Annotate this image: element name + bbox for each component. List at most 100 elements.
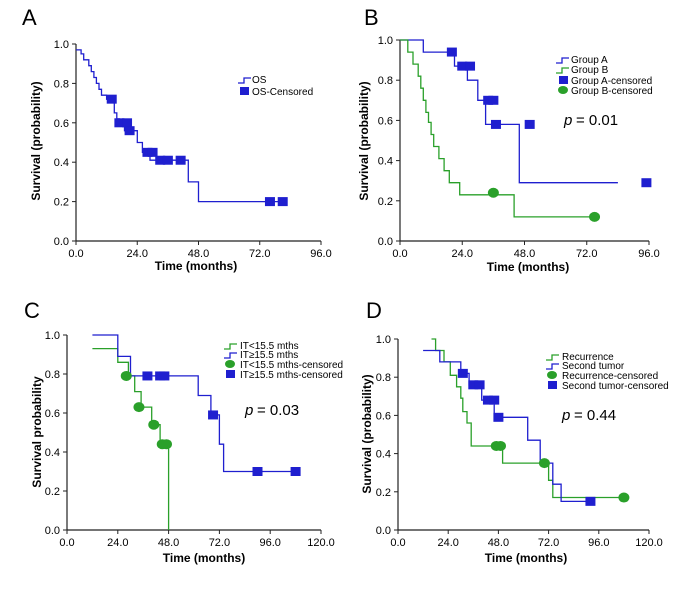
legend-marker-second-tumor-censored: [548, 381, 557, 389]
legend-line-recurrence: [546, 354, 559, 361]
legend-line-group-b: [556, 67, 569, 74]
x-tick-label: 24.0: [107, 537, 128, 549]
censored-marker: [133, 402, 145, 413]
x-tick-label: 48.0: [514, 248, 535, 260]
y-tick-label: 0.8: [376, 372, 391, 384]
censored-marker: [494, 440, 506, 451]
panel-d: D 0.0 24.0 48.0 72.0 96.0 120.00.00.20.40.60.…: [360, 298, 669, 565]
legend-marker-os-censored: [240, 87, 249, 95]
y-tick-label: 0.0: [378, 236, 393, 248]
panel-b-plot: [400, 39, 618, 218]
censored-marker: [120, 370, 132, 381]
censored-marker: [160, 439, 172, 450]
panel-b-p-value: p = 0.01: [563, 112, 618, 129]
censored-marker: [641, 178, 652, 188]
censored-marker: [538, 458, 550, 469]
panel-c-y-axis-title: Survival probability: [30, 376, 44, 488]
panel-c-ticks: 0.0 24.0 48.0 72.0 96.0 120.0 0.0 0.2 0.4 0.6 0.8 1…: [45, 330, 335, 549]
censored-marker: [106, 94, 117, 104]
panel-c-series-2-line: [92, 334, 296, 473]
x-tick-label: 0.0: [390, 537, 405, 549]
y-tick-label: 0.6: [378, 115, 393, 127]
panel-c-x-axis-title: Time (months): [163, 551, 245, 565]
legend-line-os: [238, 77, 251, 84]
panel-a-series-1-line: [76, 49, 286, 203]
censored-marker: [148, 419, 160, 430]
censored-marker: [585, 496, 596, 506]
censored-marker: [208, 410, 219, 420]
censored-marker: [474, 380, 485, 390]
legend-line-group-a: [556, 57, 569, 64]
y-tick-label: 0.6: [376, 410, 391, 422]
x-tick-label: 72.0: [576, 248, 597, 260]
x-tick-label: 48.0: [158, 537, 179, 549]
y-tick-label: 0.6: [54, 118, 69, 130]
legend-label-recurrence: Recurrence: [562, 352, 614, 363]
y-tick-label: 0.0: [376, 525, 391, 537]
x-tick-label: 72.0: [249, 248, 270, 260]
y-tick-label: 0.8: [378, 75, 393, 87]
x-tick-label: 48.0: [488, 537, 509, 549]
censored-marker: [483, 95, 494, 105]
y-tick-label: 0.2: [378, 196, 393, 208]
censored-marker: [162, 155, 173, 165]
panel-b-series-2-line: [400, 39, 595, 218]
panel-a-marks: [106, 94, 288, 207]
legend-label-it-short: IT<15.5 mths: [240, 341, 299, 352]
x-tick-label: 24.0: [127, 248, 148, 260]
legend-label-it-long: IT≥15.5 mths: [240, 350, 298, 361]
panel-d-p-value-text: = 0.44: [574, 407, 616, 424]
panel-d-y-axis-title: Survival (probability): [360, 374, 374, 493]
panel-b-series-1-line: [400, 39, 618, 184]
legend-label-group-a: Group A: [571, 55, 608, 66]
panel-b-y-axis-title: Survival (probability): [357, 81, 371, 200]
y-tick-label: 0.2: [54, 197, 69, 209]
x-tick-label: 96.0: [259, 537, 280, 549]
legend-line-it-long: [224, 352, 237, 359]
legend-marker-it-short-censored: [225, 360, 235, 368]
panel-b-marks: [446, 47, 652, 222]
panel-b-p-label: p: [563, 112, 572, 129]
y-tick-label: 0.2: [376, 487, 391, 499]
y-tick-label: 0.4: [376, 449, 391, 461]
censored-marker: [457, 61, 468, 71]
censored-marker: [124, 126, 135, 136]
censored-marker: [487, 187, 499, 198]
censored-marker: [155, 155, 166, 165]
x-tick-label: 0.0: [392, 248, 407, 260]
x-tick-label: 24.0: [437, 537, 458, 549]
x-tick-label: 96.0: [638, 248, 659, 260]
panel-c-marks: [120, 370, 301, 476]
panel-c-legend: IT<15.5 mths IT≥15.5 mths IT<15.5 mths-c…: [224, 341, 343, 381]
panel-c-p-label: p: [244, 402, 253, 419]
legend-marker-group-b-censored: [558, 86, 568, 94]
y-tick-label: 0.0: [54, 236, 69, 248]
x-tick-label: 48.0: [188, 248, 209, 260]
censored-marker: [489, 395, 500, 405]
censored-marker: [589, 211, 601, 222]
legend-label-second-tumor: Second tumor: [562, 361, 625, 372]
censored-marker: [446, 47, 457, 57]
panel-d-marks: [457, 368, 630, 506]
panel-letter-b: B: [364, 5, 379, 30]
legend-label-recurrence-censored: Recurrence-censored: [562, 371, 658, 382]
censored-marker: [252, 467, 263, 476]
panel-a-plot: [76, 49, 286, 203]
censored-marker: [175, 155, 186, 165]
panel-b-ticks: 0.0 24.0 48.0 72.0 96.0 0.0 0.2 0.4 0.6 0.8 1.0: [378, 35, 660, 260]
censored-marker: [142, 371, 153, 381]
censored-marker: [493, 412, 504, 422]
panel-d-ticks: 0.0 24.0 48.0 72.0 96.0 120.0 0.0 0.2 0.4 0.6 0.8 1…: [376, 334, 663, 549]
panel-c-plot: [92, 334, 296, 530]
panel-c-p-value: p = 0.03: [244, 402, 299, 419]
censored-marker: [488, 95, 499, 105]
censored-marker: [142, 147, 153, 157]
censored-marker: [524, 119, 535, 129]
legend-marker-group-a-censored: [559, 76, 568, 84]
x-tick-label: 96.0: [310, 248, 331, 260]
censored-marker: [468, 380, 479, 390]
panel-a: A 0.0 24.0 48.0 72.0 96.00.00.20.40.60.81.0 …: [22, 5, 332, 273]
censored-marker: [482, 395, 493, 405]
panel-b-p-value-text: = 0.01: [576, 112, 618, 129]
